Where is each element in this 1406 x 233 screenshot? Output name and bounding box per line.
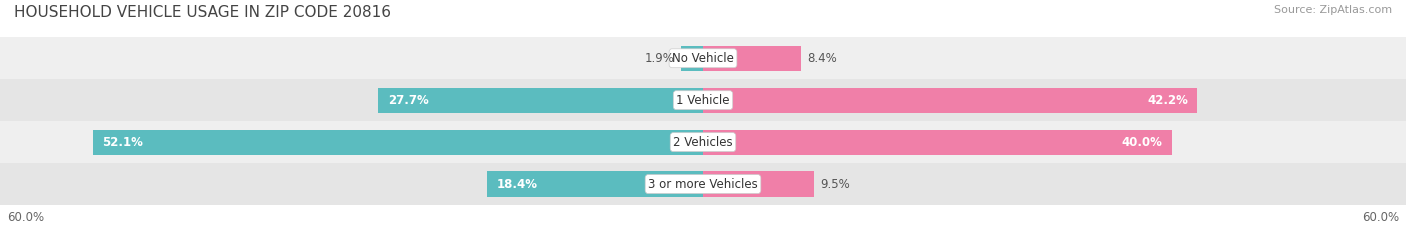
Bar — [0, 163, 1406, 205]
Text: 9.5%: 9.5% — [820, 178, 849, 191]
Text: 2 Vehicles: 2 Vehicles — [673, 136, 733, 149]
Bar — [703, 130, 1171, 155]
Text: 27.7%: 27.7% — [388, 94, 429, 107]
Text: 1.9%: 1.9% — [645, 52, 675, 65]
Bar — [0, 37, 1406, 79]
Bar — [0, 121, 1406, 163]
Text: 60.0%: 60.0% — [7, 211, 44, 224]
Text: 52.1%: 52.1% — [101, 136, 143, 149]
Text: No Vehicle: No Vehicle — [672, 52, 734, 65]
Bar — [0, 79, 1406, 121]
Bar — [703, 88, 1198, 113]
Bar — [378, 88, 703, 113]
Bar — [681, 46, 703, 71]
Text: 40.0%: 40.0% — [1122, 136, 1163, 149]
Bar — [93, 130, 703, 155]
Bar — [488, 171, 703, 197]
Text: 60.0%: 60.0% — [1362, 211, 1399, 224]
Text: Source: ZipAtlas.com: Source: ZipAtlas.com — [1274, 5, 1392, 15]
Bar — [703, 46, 801, 71]
Text: 1 Vehicle: 1 Vehicle — [676, 94, 730, 107]
Text: 8.4%: 8.4% — [807, 52, 837, 65]
Text: 3 or more Vehicles: 3 or more Vehicles — [648, 178, 758, 191]
Text: 18.4%: 18.4% — [496, 178, 537, 191]
Text: HOUSEHOLD VEHICLE USAGE IN ZIP CODE 20816: HOUSEHOLD VEHICLE USAGE IN ZIP CODE 2081… — [14, 5, 391, 20]
Text: 42.2%: 42.2% — [1147, 94, 1188, 107]
Bar — [703, 171, 814, 197]
